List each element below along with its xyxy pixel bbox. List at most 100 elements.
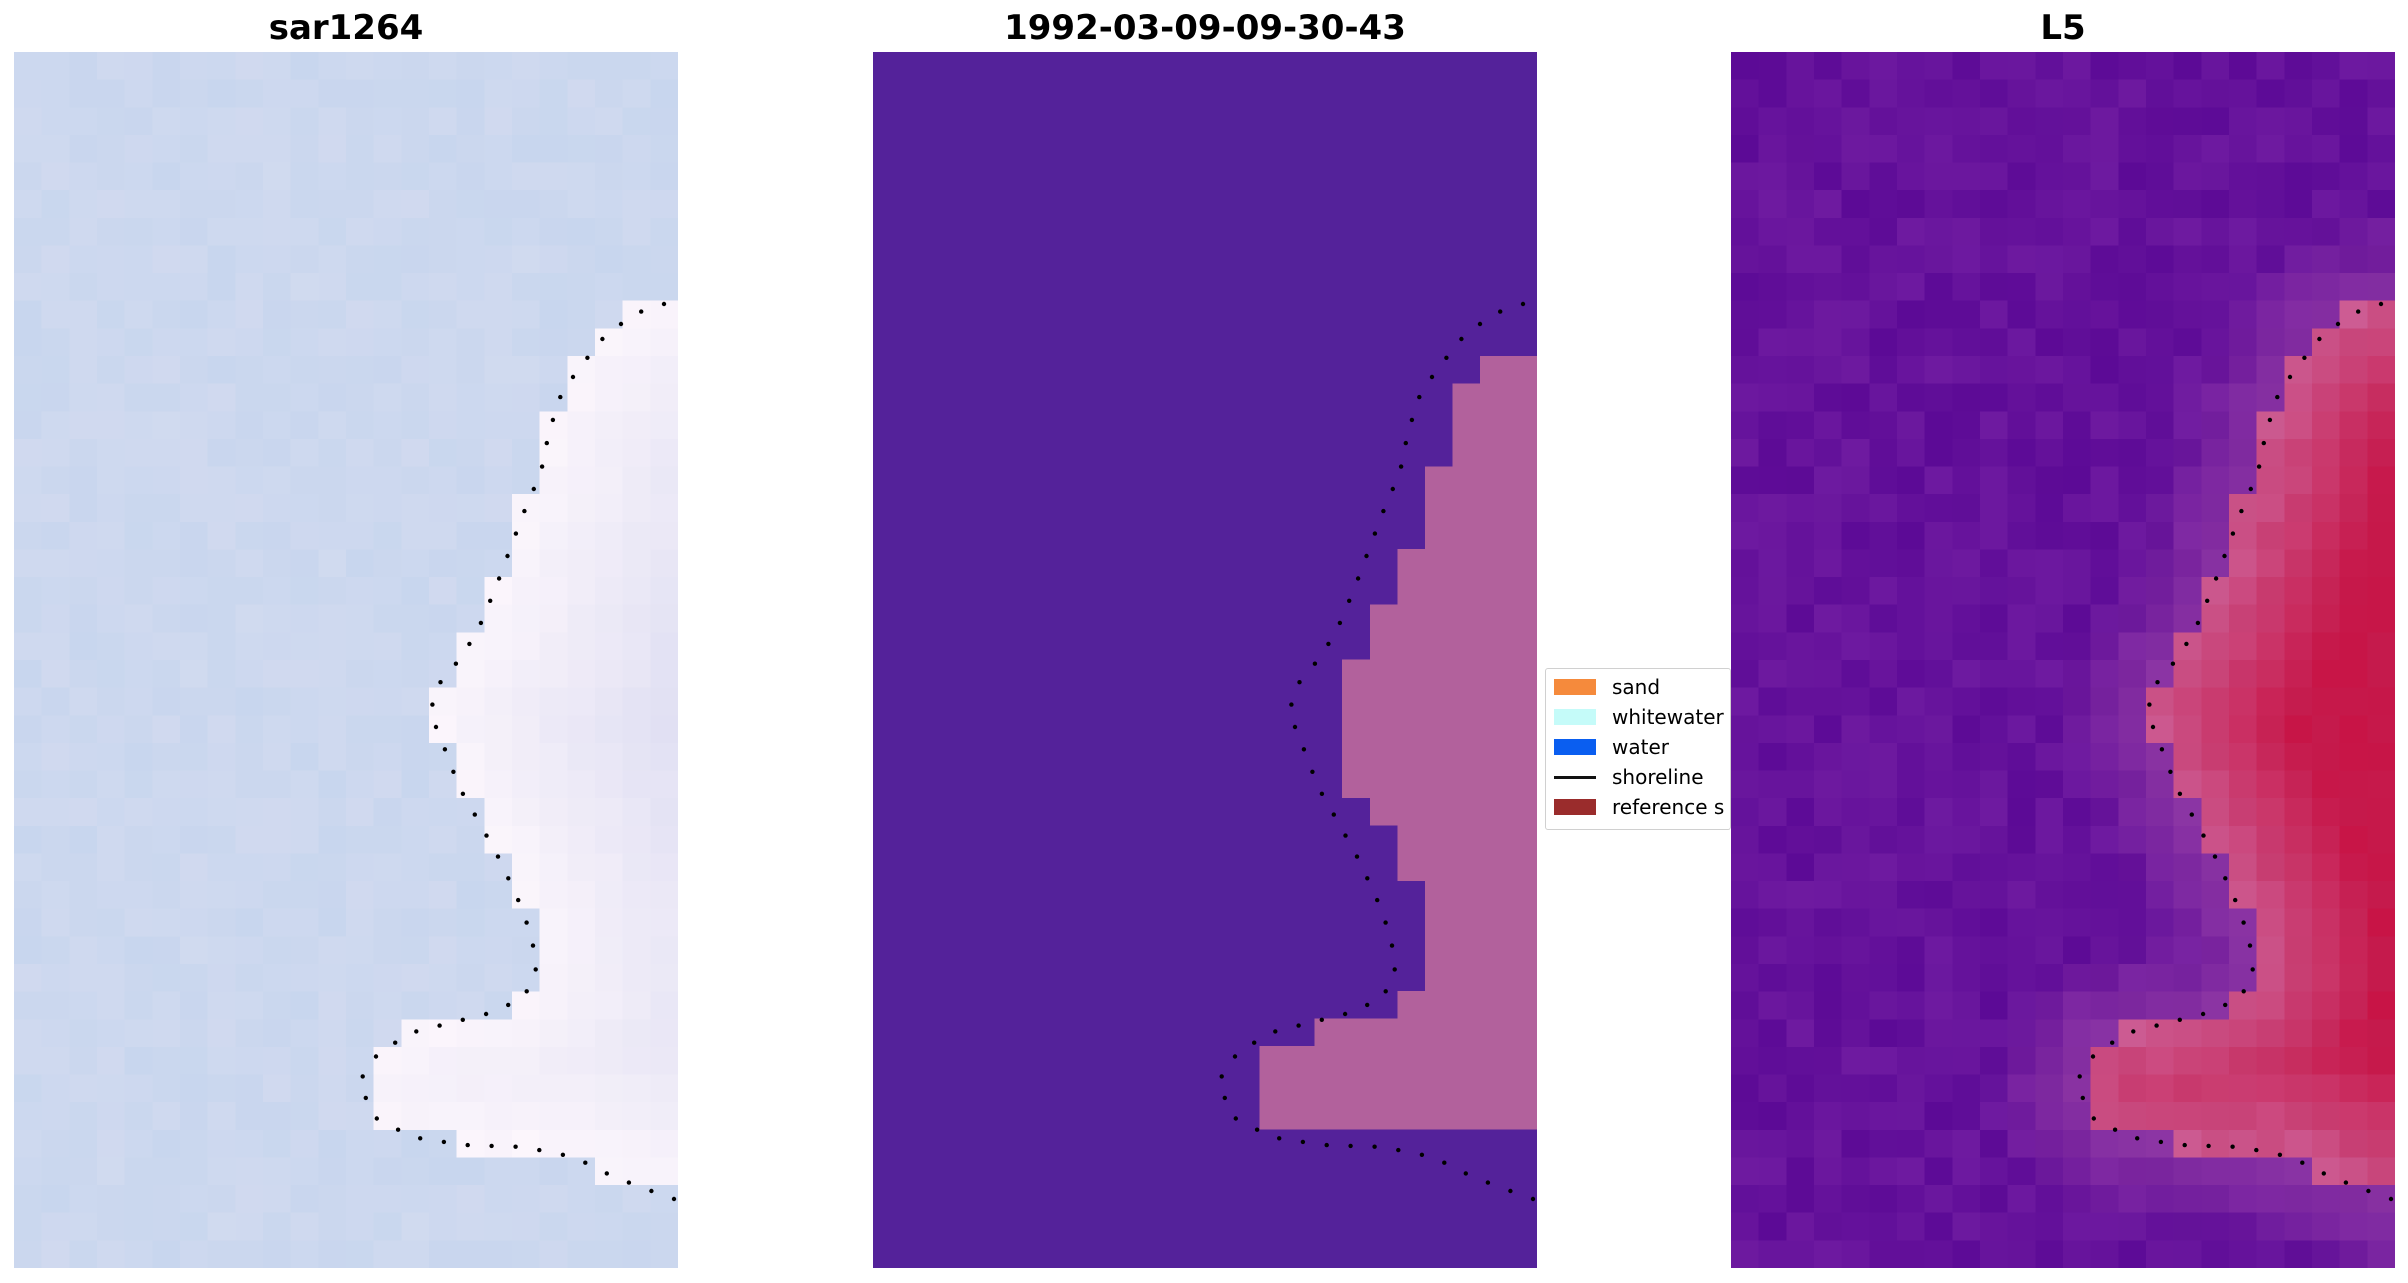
- legend-swatch-sand: [1554, 679, 1596, 695]
- pixel: [318, 1129, 347, 1158]
- pixel: [14, 1074, 43, 1103]
- pixel: [650, 438, 678, 468]
- pixel: [2118, 411, 2147, 440]
- shoreline-point: [484, 833, 489, 838]
- pixel: [567, 715, 596, 744]
- pixel: [1869, 521, 1898, 550]
- shoreline-point: [522, 508, 527, 514]
- pixel: [180, 521, 209, 550]
- pixel: [512, 825, 541, 854]
- pixel: [1897, 853, 1926, 882]
- land-class-row: [1425, 908, 1537, 937]
- pixel: [152, 825, 181, 854]
- pixel: [1841, 1185, 1870, 1214]
- pixel: [263, 328, 292, 357]
- pixel: [484, 438, 513, 468]
- pixel: [69, 245, 98, 274]
- pixel: [1731, 300, 1760, 329]
- pixel: [1731, 190, 1760, 219]
- pixel: [207, 964, 236, 993]
- shoreline-point: [1383, 989, 1388, 994]
- pixel: [2367, 881, 2395, 910]
- pixel: [14, 328, 43, 357]
- pixel: [2312, 494, 2341, 523]
- pixel: [1897, 273, 1926, 302]
- pixel: [1841, 438, 1870, 468]
- pixel: [2284, 687, 2313, 716]
- pixel: [2173, 134, 2202, 164]
- pixel: [346, 383, 375, 412]
- shoreline-point: [2388, 1196, 2394, 1202]
- pixel: [1841, 273, 1870, 302]
- pixel: [1980, 742, 2009, 772]
- pixel: [1814, 52, 1843, 81]
- pixel: [2367, 217, 2395, 246]
- pixel: [595, 217, 624, 246]
- pixel: [2063, 1019, 2092, 1048]
- pixel: [235, 825, 264, 854]
- pixel: [2090, 715, 2119, 744]
- pixel: [69, 798, 98, 827]
- pixel: [2090, 438, 2119, 468]
- pixel: [2063, 908, 2092, 937]
- pixel: [650, 356, 678, 385]
- pixel: [567, 1019, 596, 1048]
- pixel: [456, 1240, 485, 1268]
- pixel: [1841, 1157, 1870, 1186]
- pixel: [512, 217, 541, 246]
- pixel: [1980, 1129, 2009, 1158]
- pixel: [2118, 107, 2147, 136]
- land-class-row: [1452, 383, 1537, 412]
- shoreline-point: [1273, 1029, 1278, 1034]
- pixel: [1869, 494, 1898, 523]
- pixel: [41, 217, 70, 246]
- pixel: [1841, 134, 1870, 164]
- pixel: [429, 356, 458, 385]
- pixel: [1731, 521, 1760, 550]
- pixel: [2284, 300, 2313, 329]
- pixel: [2284, 1240, 2313, 1268]
- pixel: [539, 825, 568, 854]
- pixel: [2090, 798, 2119, 827]
- pixel: [2339, 466, 2368, 495]
- pixel: [401, 1074, 430, 1103]
- shoreline-point: [604, 1171, 609, 1176]
- pixel: [41, 1157, 70, 1186]
- pixel: [69, 1240, 98, 1268]
- pixel: [1980, 411, 2009, 440]
- pixel: [180, 52, 209, 81]
- pixel: [595, 1185, 624, 1214]
- pixel: [346, 660, 375, 689]
- shoreline-point: [451, 769, 456, 774]
- pixel: [2229, 770, 2258, 799]
- pixel: [429, 521, 458, 550]
- pixel: [2090, 687, 2119, 716]
- pixel: [2201, 52, 2230, 81]
- pixel: [124, 273, 153, 302]
- pixel: [2339, 908, 2368, 937]
- pixel: [401, 1212, 430, 1241]
- pixel: [456, 687, 485, 716]
- shoreline-point: [1348, 1143, 1353, 1149]
- pixel: [69, 604, 98, 633]
- pixel: [1814, 853, 1843, 882]
- pixel: [1786, 1212, 1815, 1241]
- pixel: [2229, 825, 2258, 854]
- pixel: [456, 383, 485, 412]
- pixel: [1924, 1046, 1953, 1076]
- pixel: [512, 190, 541, 219]
- pixel: [2229, 715, 2258, 744]
- pixel: [1952, 604, 1981, 633]
- pixel: [69, 1157, 98, 1186]
- shoreline-point: [513, 531, 519, 536]
- pixel: [567, 604, 596, 633]
- pixel: [1869, 466, 1898, 495]
- pixel: [2035, 466, 2064, 495]
- pixel: [373, 521, 402, 550]
- pixel: [567, 908, 596, 937]
- pixel: [2367, 190, 2395, 219]
- pixel: [2173, 356, 2202, 385]
- pixel: [539, 881, 568, 910]
- pixel: [2229, 687, 2258, 716]
- pixel: [2007, 356, 2036, 385]
